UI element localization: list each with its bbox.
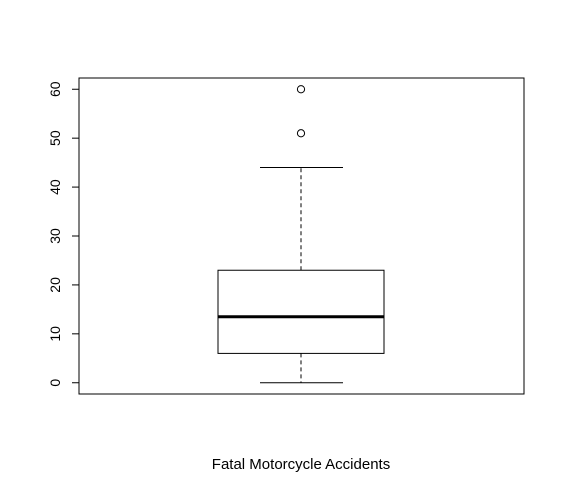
outlier-point bbox=[296, 129, 306, 138]
x-axis-label: Fatal Motorcycle Accidents bbox=[212, 456, 390, 473]
y-tick-label: 30 bbox=[47, 228, 63, 244]
y-tick-label: 10 bbox=[47, 326, 63, 342]
iqr-box bbox=[217, 269, 385, 354]
y-tick-label: 60 bbox=[47, 81, 63, 97]
outlier-point bbox=[296, 85, 306, 94]
box-group bbox=[217, 85, 385, 384]
y-tick-label: 50 bbox=[47, 130, 63, 146]
y-tick-label: 0 bbox=[47, 379, 63, 387]
y-tick-label: 20 bbox=[47, 277, 63, 293]
y-tick-label: 40 bbox=[47, 179, 63, 195]
y-axis-ticks: 0 10 20 30 40 50 60 bbox=[47, 81, 79, 387]
